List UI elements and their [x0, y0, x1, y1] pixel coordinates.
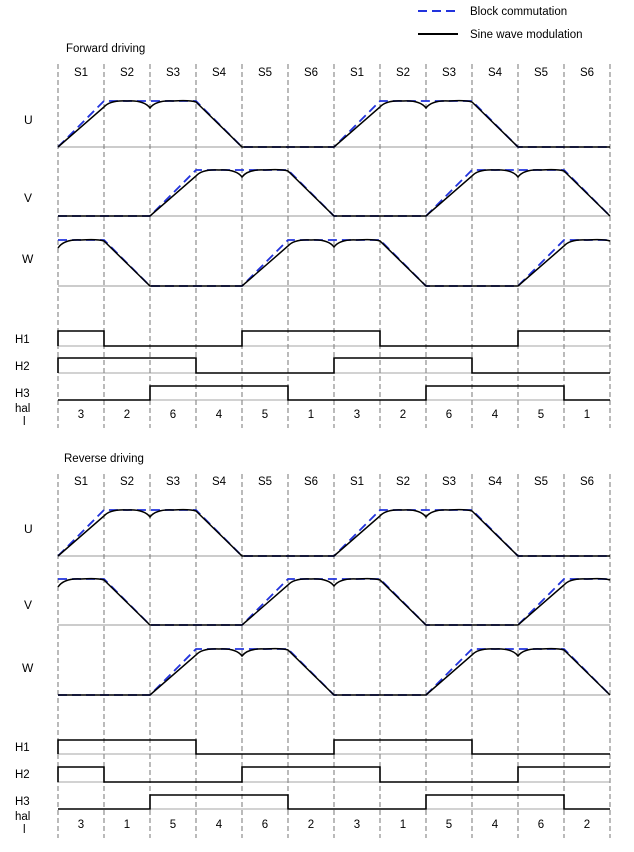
hall-signals: [57, 330, 610, 401]
hall-label-h2: H2: [15, 769, 30, 781]
legend: Block commutation Sine wave modulation: [418, 6, 583, 41]
sector-label: S1: [350, 476, 364, 488]
sector-labels: S1 S2 S3 S4 S5 S6 S1 S2 S3 S4 S5 S6: [74, 476, 594, 488]
hall-code: 6: [446, 409, 452, 421]
sector-label: S4: [212, 476, 227, 488]
legend-sine-label: Sine wave modulation: [470, 29, 583, 41]
hall-code: 1: [400, 819, 406, 831]
hall-code: 2: [308, 819, 314, 831]
sine-modulation-wave: [58, 647, 611, 696]
sector-label: S5: [534, 67, 548, 79]
hall-signal-h1: [57, 739, 610, 755]
hall-code: 3: [78, 819, 84, 831]
phase-label-w: W: [22, 252, 34, 266]
hall-code: 5: [446, 819, 452, 831]
hall-signal-h1: [57, 330, 610, 347]
hall-codes: 3 1 5 4 6 2 3 1 5 4 6 2: [78, 819, 590, 831]
sector-label: S3: [442, 67, 456, 79]
sector-label: S3: [166, 476, 180, 488]
sector-label: S6: [304, 476, 318, 488]
sector-guides: [57, 474, 611, 838]
sector-label: S2: [396, 67, 410, 79]
sine-modulation-wave: [58, 168, 611, 217]
hall-code: 2: [400, 409, 406, 421]
panel-reverse: Reverse driving S1 S2 S3 S4 S5 S6 S1 S2 S3 S4 S5 S6…: [15, 453, 611, 838]
hall-label-h3: H3: [15, 388, 30, 400]
hall-code: 2: [124, 409, 130, 421]
hall-code: 5: [538, 409, 544, 421]
sector-label: S1: [74, 67, 88, 79]
hall-code: 5: [170, 819, 176, 831]
sector-label: S4: [212, 67, 227, 79]
phase-waveforms: [57, 508, 611, 696]
phase-label-v: V: [24, 598, 32, 612]
hall-code: 4: [216, 409, 223, 421]
sector-label: S3: [442, 476, 456, 488]
hall-code: 3: [354, 409, 360, 421]
hall-label-h1: H1: [15, 334, 30, 346]
sine-modulation-wave: [57, 99, 610, 148]
sector-label: S2: [396, 476, 410, 488]
hall-signal-h3: [58, 385, 610, 401]
hall-code-label: hal l: [15, 403, 30, 428]
panel-title: Reverse driving: [64, 453, 144, 465]
sector-label: S3: [166, 67, 180, 79]
panel-title: Forward driving: [66, 43, 145, 55]
hall-label-h2: H2: [15, 361, 30, 373]
sector-label: S1: [350, 67, 364, 79]
hall-signal-h2: [57, 357, 610, 374]
hall-code: 3: [354, 819, 360, 831]
hall-code: 5: [262, 409, 268, 421]
sector-label: S1: [74, 476, 88, 488]
panel-forward: Forward driving S1 S2 S3 S4 S5 S6 S1 S2 S3 S4 S5 S6…: [15, 43, 611, 428]
hall-codes: 3 2 6 4 5 1 3 2 6 4 5 1: [78, 409, 590, 421]
sine-modulation-wave: [57, 508, 610, 557]
sector-label: S5: [534, 476, 548, 488]
sector-labels: S1 S2 S3 S4 S5 S6 S1 S2 S3 S4 S5 S6: [74, 67, 594, 79]
phase-label-w: W: [22, 661, 34, 675]
hall-code: 1: [584, 409, 590, 421]
hall-signal-h2: [57, 766, 610, 783]
hall-label-h3: H3: [15, 796, 30, 808]
sector-label: S6: [580, 67, 594, 79]
sector-label: S4: [488, 67, 503, 79]
sine-modulation-wave: [57, 577, 611, 626]
hall-code: 4: [492, 409, 499, 421]
hall-code: 4: [492, 819, 499, 831]
phase-label-u: U: [24, 113, 33, 127]
hall-code-label: hal l: [15, 811, 30, 836]
hall-signal-h3: [58, 794, 610, 810]
block-commutation-wave: [58, 648, 611, 696]
sector-label: S2: [120, 476, 134, 488]
hall-code: 3: [78, 409, 84, 421]
legend-block-label: Block commutation: [470, 6, 567, 18]
block-commutation-wave: [58, 239, 610, 287]
sector-label: S5: [258, 476, 272, 488]
sector-label: S5: [258, 67, 272, 79]
sector-label: S6: [304, 67, 318, 79]
sector-label: S6: [580, 476, 594, 488]
sector-label: S4: [488, 476, 503, 488]
phase-label-u: U: [24, 522, 33, 536]
hall-signals: [57, 739, 610, 810]
phase-waveforms: [57, 99, 611, 287]
phase-label-v: V: [24, 191, 32, 205]
block-commutation-wave: [58, 578, 610, 626]
hall-code: 1: [308, 409, 314, 421]
sine-modulation-wave: [57, 238, 611, 287]
hall-code: 4: [216, 819, 223, 831]
hall-label-h1: H1: [15, 742, 30, 754]
sector-guides: [57, 64, 611, 428]
hall-code: 6: [538, 819, 544, 831]
hall-code: 6: [262, 819, 268, 831]
hall-code: 6: [170, 409, 176, 421]
hall-code: 1: [124, 819, 130, 831]
hall-code: 2: [584, 819, 590, 831]
sector-label: S2: [120, 67, 134, 79]
